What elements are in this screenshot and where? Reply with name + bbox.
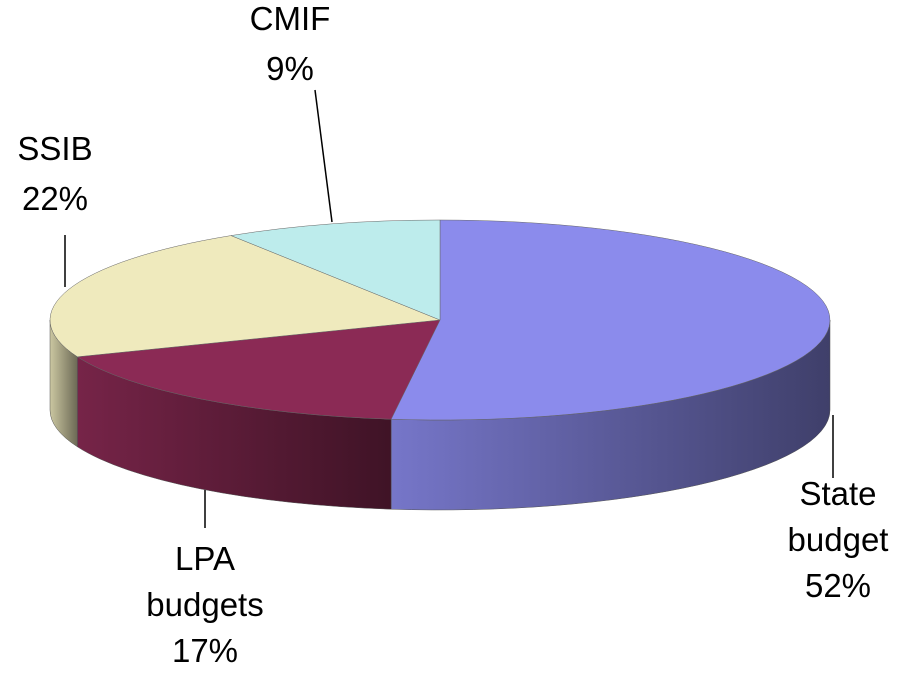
slice-label: State budget: [788, 475, 889, 558]
slice: [390, 219, 831, 421]
value-label: 17%: [172, 632, 238, 669]
value-label: 52%: [805, 567, 871, 604]
slice: [76, 319, 441, 420]
label-line: State: [799, 475, 876, 512]
slice-label: CMIF: [250, 0, 331, 37]
label-line: budgets: [146, 586, 263, 623]
value-label: 9%: [266, 50, 314, 87]
slice: [49, 235, 441, 358]
slice: [230, 219, 441, 321]
leader-line: [314, 89, 333, 223]
label-line: budget: [788, 521, 889, 558]
slice-label: LPA budgets: [146, 540, 263, 623]
label-line: LPA: [175, 540, 235, 577]
slice-label: SSIB: [17, 130, 92, 167]
value-label: 22%: [22, 180, 88, 217]
